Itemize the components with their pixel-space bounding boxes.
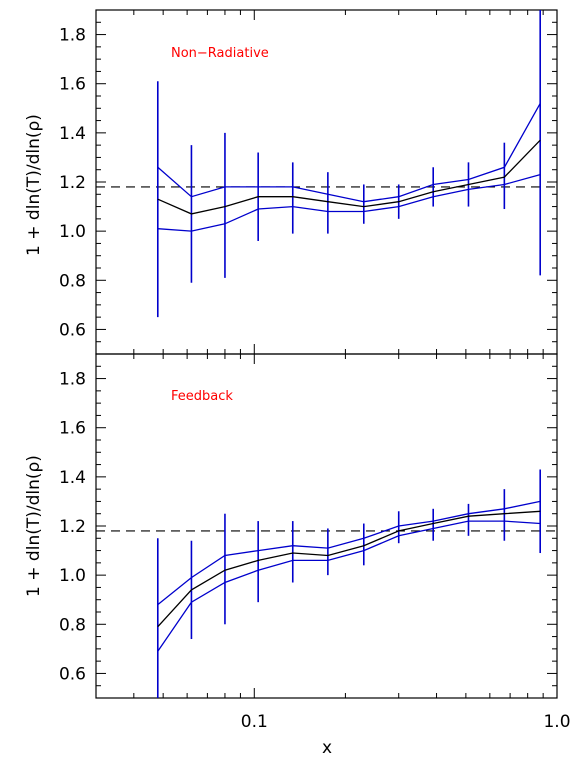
x-axis-title: x: [322, 738, 332, 758]
series-line-upper: [157, 500, 541, 606]
y-tick-label: 0.6: [59, 320, 86, 340]
x-tick-label: 1.0: [543, 712, 570, 732]
x-tick-label: 0.1: [241, 712, 268, 732]
y-tick-label: 1.6: [59, 75, 86, 95]
plot-frame: [95, 353, 558, 699]
y-tick-label: 1.4: [59, 124, 86, 144]
y-axis-title-bottom: 1 + dln(T)/dln(ρ): [24, 455, 44, 597]
y-tick-label: 0.6: [59, 664, 86, 684]
series-line-lower: [157, 173, 541, 232]
y-axis-title-top: 1 + dln(T)/dln(ρ): [24, 114, 44, 256]
series-line-lower: [157, 520, 541, 652]
series-line-mean: [157, 139, 541, 215]
panel-top: Non−Radiative 1 + dln(T)/dln(ρ) 0.6 0.8 1.…: [24, 9, 558, 355]
plot-area: [96, 469, 557, 698]
y-tick-label: 0.8: [59, 615, 86, 635]
y-tick-label: 1.6: [59, 419, 86, 439]
y-tick-label: 1.8: [59, 370, 86, 390]
series-line-mean: [157, 510, 541, 628]
annotation-feedback: Feedback: [171, 389, 233, 404]
y-tick-label: 1.8: [59, 26, 86, 46]
y-tick-label: 1.2: [59, 173, 86, 193]
plot-frame: [95, 9, 558, 355]
y-tick-label: 1.0: [59, 566, 86, 586]
plot-area: [96, 10, 557, 318]
y-tick-label: 1.2: [59, 517, 86, 537]
y-tick-label: 1.4: [59, 468, 86, 488]
panel-bottom: Feedback 1 + dln(T)/dln(ρ) x 0.6 0.8 1.0 1.…: [24, 353, 571, 758]
y-tick-label: 0.8: [59, 271, 86, 291]
annotation-non-radiative: Non−Radiative: [171, 46, 269, 61]
series-line-upper: [157, 103, 541, 203]
y-tick-label: 1.0: [59, 222, 86, 242]
